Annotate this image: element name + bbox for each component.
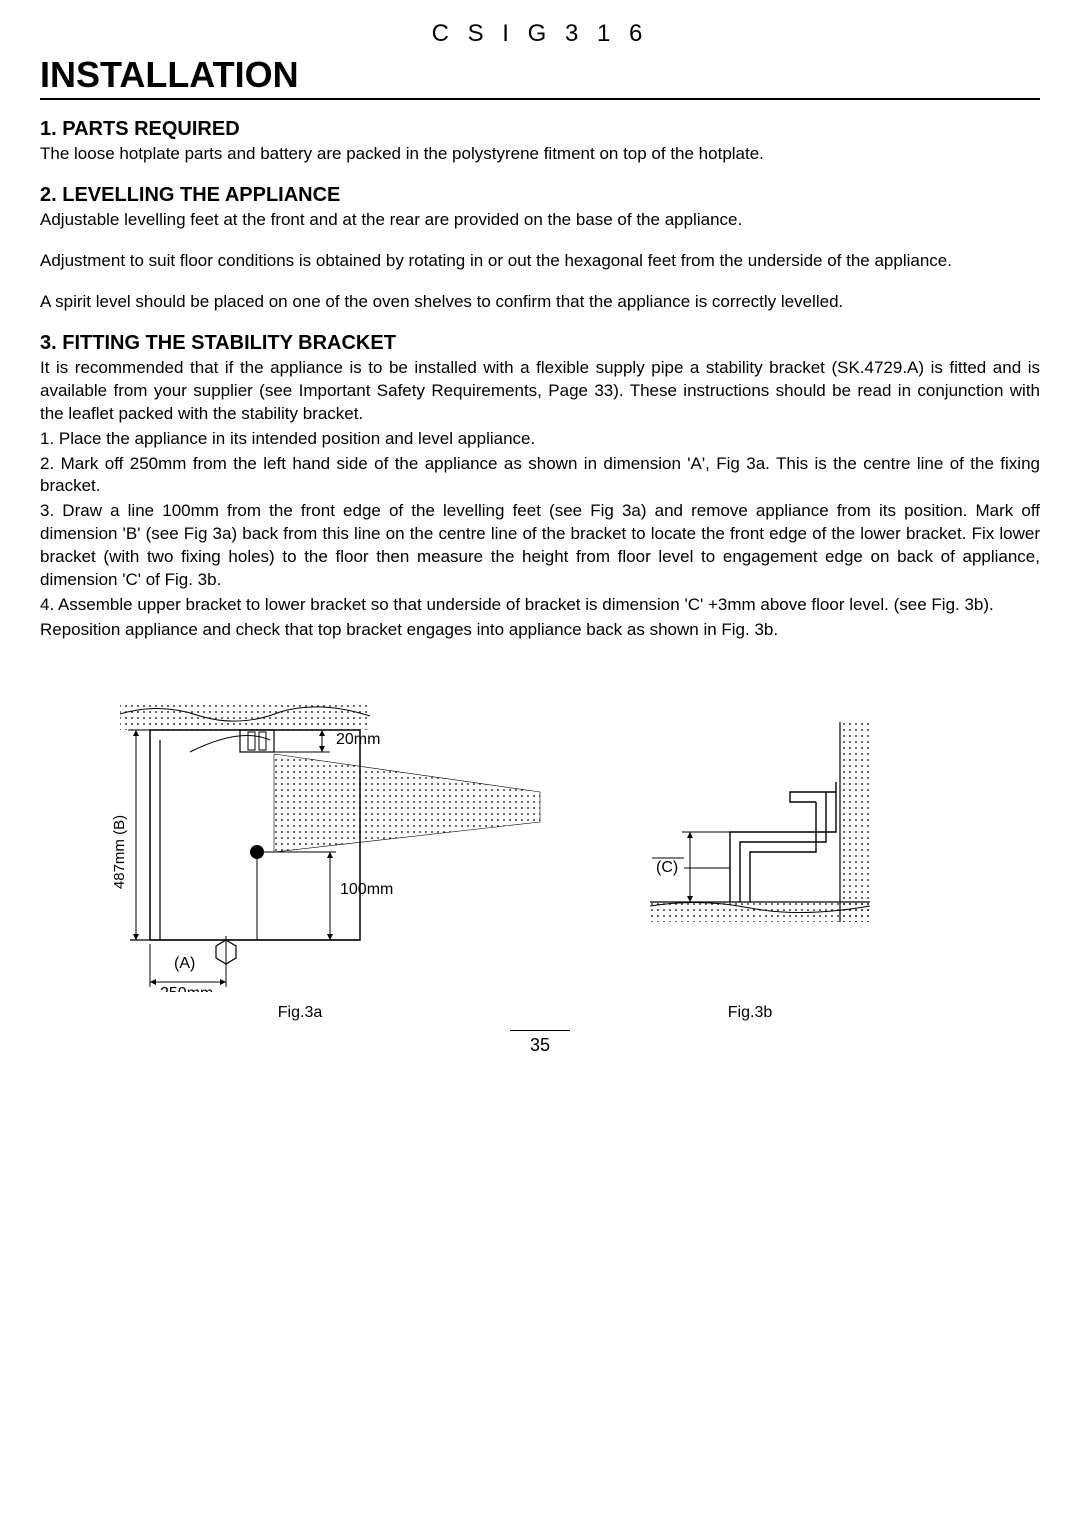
section2-text3: A spirit level should be placed on one o…	[40, 291, 1040, 314]
section2-text1: Adjustable levelling feet at the front a…	[40, 209, 1040, 232]
section3-text6: Reposition appliance and check that top …	[40, 619, 1040, 642]
main-title: INSTALLATION	[40, 54, 1040, 96]
fig3b-label-c: (C)	[656, 859, 678, 876]
fig3a-label-100mm: 100mm	[340, 881, 393, 898]
figure-3b-svg: (C)	[590, 692, 910, 992]
section1-heading: 1. PARTS REQUIRED	[40, 118, 1040, 141]
diagram-row: 20mm 100mm 487mm (B)	[40, 692, 1040, 1022]
section3-heading: 3. FITTING THE STABILITY BRACKET	[40, 332, 1040, 355]
model-header: C S I G 3 1 6	[40, 20, 1040, 48]
fig3a-label-20mm: 20mm	[336, 731, 380, 748]
levelling-foot-icon	[216, 936, 236, 968]
bracket-icon	[730, 782, 836, 902]
fig3b-caption: Fig.3b	[728, 1004, 772, 1022]
page-number-wrap: 35	[0, 1030, 1080, 1056]
section3-text5: 4. Assemble upper bracket to lower brack…	[40, 594, 1040, 617]
section2-text2: Adjustment to suit floor conditions is o…	[40, 250, 1040, 273]
title-rule	[40, 98, 1040, 100]
figure-3a: 20mm 100mm 487mm (B)	[40, 692, 560, 1022]
fig3a-caption: Fig.3a	[278, 1004, 322, 1022]
fig3a-label-487mm: 487mm (B)	[111, 815, 128, 889]
figure-3a-svg: 20mm 100mm 487mm (B)	[40, 692, 560, 992]
section3-text3: 2. Mark off 250mm from the left hand sid…	[40, 453, 1040, 499]
section2-heading: 2. LEVELLING THE APPLIANCE	[40, 184, 1040, 207]
page-number: 35	[510, 1030, 570, 1056]
section3-text1: It is recommended that if the appliance …	[40, 357, 1040, 426]
page: C S I G 3 1 6 INSTALLATION 1. PARTS REQU…	[0, 0, 1080, 1528]
figure-3b: (C) Fig.3b	[590, 692, 910, 1022]
fig3a-label-a: (A)	[174, 955, 195, 972]
section3-text2: 1. Place the appliance in its intended p…	[40, 428, 1040, 451]
section1-text: The loose hotplate parts and battery are…	[40, 143, 1040, 166]
fig3a-label-250mm: 250mm	[160, 985, 213, 992]
section3-text4: 3. Draw a line 100mm from the front edge…	[40, 500, 1040, 592]
